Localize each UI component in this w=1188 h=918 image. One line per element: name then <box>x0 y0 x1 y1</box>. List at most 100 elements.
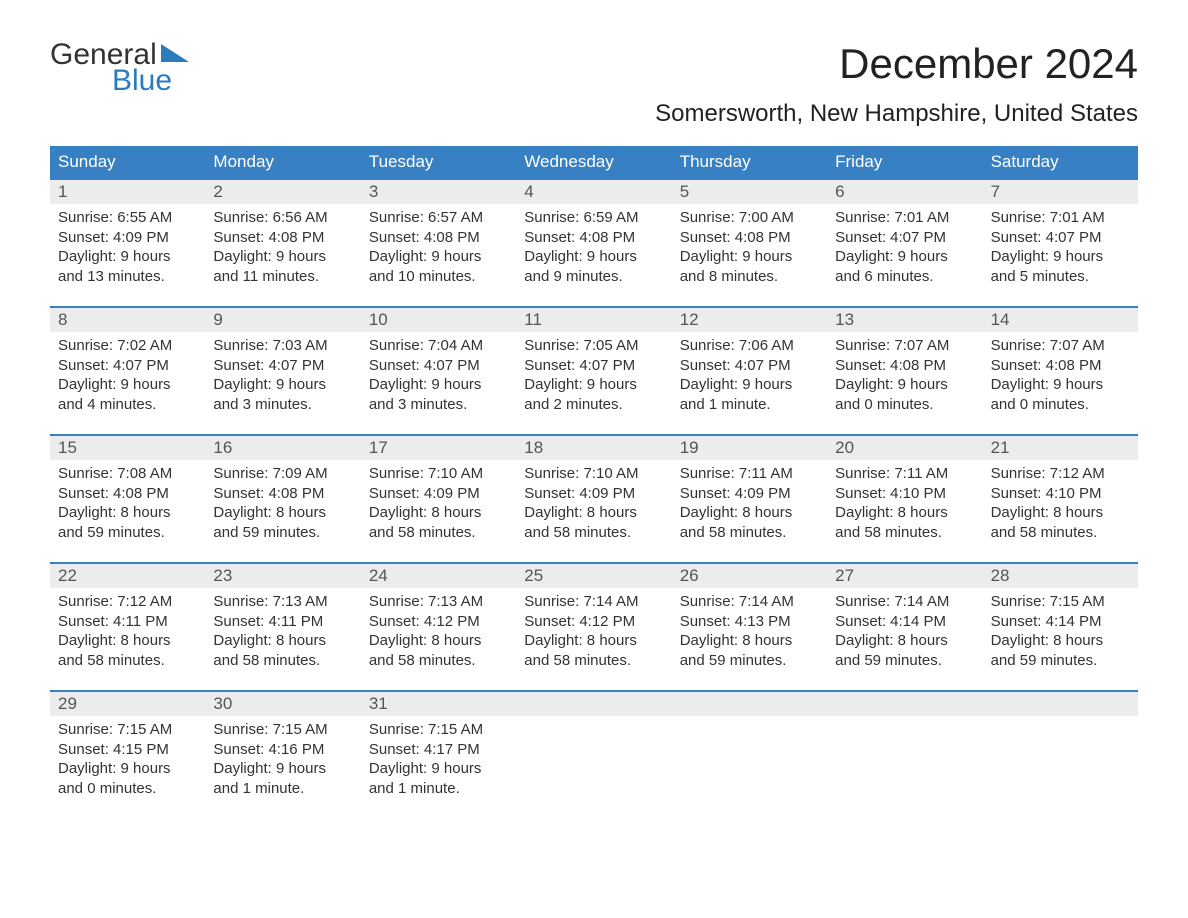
day-cell: 1Sunrise: 6:55 AMSunset: 4:09 PMDaylight… <box>50 180 205 306</box>
day-cell: 3Sunrise: 6:57 AMSunset: 4:08 PMDaylight… <box>361 180 516 306</box>
dl1-text: Daylight: 9 hours <box>58 247 197 267</box>
day-cell: 22Sunrise: 7:12 AMSunset: 4:11 PMDayligh… <box>50 564 205 690</box>
day-cell: 29Sunrise: 7:15 AMSunset: 4:15 PMDayligh… <box>50 692 205 818</box>
day-cell: 13Sunrise: 7:07 AMSunset: 4:08 PMDayligh… <box>827 308 982 434</box>
dl2-text: and 1 minute. <box>369 779 508 799</box>
day-details: Sunrise: 7:07 AMSunset: 4:08 PMDaylight:… <box>991 336 1130 414</box>
sunrise-text: Sunrise: 6:56 AM <box>213 208 352 228</box>
day-number: 23 <box>205 564 360 588</box>
sunrise-text: Sunrise: 7:15 AM <box>58 720 197 740</box>
day-number: 16 <box>205 436 360 460</box>
day-number: 17 <box>361 436 516 460</box>
week-row: 8Sunrise: 7:02 AMSunset: 4:07 PMDaylight… <box>50 306 1138 434</box>
dl1-text: Daylight: 9 hours <box>680 247 819 267</box>
dl2-text: and 2 minutes. <box>524 395 663 415</box>
dl2-text: and 3 minutes. <box>213 395 352 415</box>
sunrise-text: Sunrise: 7:15 AM <box>213 720 352 740</box>
sunset-text: Sunset: 4:08 PM <box>58 484 197 504</box>
sunrise-text: Sunrise: 7:07 AM <box>835 336 974 356</box>
day-details: Sunrise: 7:06 AMSunset: 4:07 PMDaylight:… <box>680 336 819 414</box>
dl1-text: Daylight: 8 hours <box>680 503 819 523</box>
sunrise-text: Sunrise: 7:13 AM <box>369 592 508 612</box>
dl1-text: Daylight: 8 hours <box>680 631 819 651</box>
sunset-text: Sunset: 4:07 PM <box>524 356 663 376</box>
sunset-text: Sunset: 4:14 PM <box>835 612 974 632</box>
day-number: 7 <box>983 180 1138 204</box>
day-cell: 11Sunrise: 7:05 AMSunset: 4:07 PMDayligh… <box>516 308 671 434</box>
dl1-text: Daylight: 9 hours <box>58 759 197 779</box>
day-details: Sunrise: 7:01 AMSunset: 4:07 PMDaylight:… <box>835 208 974 286</box>
dl1-text: Daylight: 9 hours <box>835 375 974 395</box>
sunset-text: Sunset: 4:13 PM <box>680 612 819 632</box>
day-cell: 2Sunrise: 6:56 AMSunset: 4:08 PMDaylight… <box>205 180 360 306</box>
sunrise-text: Sunrise: 7:11 AM <box>680 464 819 484</box>
sunrise-text: Sunrise: 7:10 AM <box>524 464 663 484</box>
day-details: Sunrise: 7:07 AMSunset: 4:08 PMDaylight:… <box>835 336 974 414</box>
week-row: 15Sunrise: 7:08 AMSunset: 4:08 PMDayligh… <box>50 434 1138 562</box>
day-details: Sunrise: 7:01 AMSunset: 4:07 PMDaylight:… <box>991 208 1130 286</box>
day-number: 24 <box>361 564 516 588</box>
sunrise-text: Sunrise: 6:55 AM <box>58 208 197 228</box>
sunrise-text: Sunrise: 7:07 AM <box>991 336 1130 356</box>
dow-cell: Tuesday <box>361 146 516 178</box>
dl1-text: Daylight: 8 hours <box>835 503 974 523</box>
day-details: Sunrise: 7:11 AMSunset: 4:09 PMDaylight:… <box>680 464 819 542</box>
day-cell: 23Sunrise: 7:13 AMSunset: 4:11 PMDayligh… <box>205 564 360 690</box>
sunrise-text: Sunrise: 7:01 AM <box>991 208 1130 228</box>
day-details: Sunrise: 7:00 AMSunset: 4:08 PMDaylight:… <box>680 208 819 286</box>
day-number: 6 <box>827 180 982 204</box>
day-details: Sunrise: 7:04 AMSunset: 4:07 PMDaylight:… <box>369 336 508 414</box>
dl2-text: and 5 minutes. <box>991 267 1130 287</box>
dl2-text: and 59 minutes. <box>835 651 974 671</box>
day-cell: 15Sunrise: 7:08 AMSunset: 4:08 PMDayligh… <box>50 436 205 562</box>
day-number: 9 <box>205 308 360 332</box>
dl2-text: and 58 minutes. <box>680 523 819 543</box>
day-cell: 25Sunrise: 7:14 AMSunset: 4:12 PMDayligh… <box>516 564 671 690</box>
day-details: Sunrise: 7:15 AMSunset: 4:14 PMDaylight:… <box>991 592 1130 670</box>
dow-cell: Saturday <box>983 146 1138 178</box>
sunset-text: Sunset: 4:12 PM <box>369 612 508 632</box>
title-block: December 2024 Somersworth, New Hampshire… <box>655 40 1138 138</box>
dl1-text: Daylight: 8 hours <box>58 503 197 523</box>
day-cell: 9 Sunrise: 7:03 AMSunset: 4:07 PMDaylight… <box>205 308 360 434</box>
dl1-text: Daylight: 9 hours <box>524 247 663 267</box>
sunrise-text: Sunrise: 7:06 AM <box>680 336 819 356</box>
location-subtitle: Somersworth, New Hampshire, United State… <box>655 100 1138 128</box>
day-details: Sunrise: 7:14 AMSunset: 4:12 PMDaylight:… <box>524 592 663 670</box>
dl2-text: and 59 minutes. <box>213 523 352 543</box>
day-details: Sunrise: 6:59 AMSunset: 4:08 PMDaylight:… <box>524 208 663 286</box>
dl2-text: and 59 minutes. <box>58 523 197 543</box>
dow-cell: Sunday <box>50 146 205 178</box>
dl1-text: Daylight: 8 hours <box>213 631 352 651</box>
day-cell: 14Sunrise: 7:07 AMSunset: 4:08 PMDayligh… <box>983 308 1138 434</box>
sunset-text: Sunset: 4:10 PM <box>835 484 974 504</box>
day-cell: 18Sunrise: 7:10 AMSunset: 4:09 PMDayligh… <box>516 436 671 562</box>
sunset-text: Sunset: 4:07 PM <box>835 228 974 248</box>
dl2-text: and 58 minutes. <box>835 523 974 543</box>
dl1-text: Daylight: 9 hours <box>369 759 508 779</box>
sunrise-text: Sunrise: 7:09 AM <box>213 464 352 484</box>
day-details: Sunrise: 7:03 AMSunset: 4:07 PMDaylight:… <box>213 336 352 414</box>
day-number <box>672 692 827 716</box>
day-number: 29 <box>50 692 205 716</box>
logo-text-bottom: Blue <box>112 66 189 96</box>
sunrise-text: Sunrise: 7:14 AM <box>835 592 974 612</box>
day-cell <box>672 692 827 818</box>
dl1-text: Daylight: 9 hours <box>369 375 508 395</box>
dl1-text: Daylight: 9 hours <box>369 247 508 267</box>
sunset-text: Sunset: 4:08 PM <box>213 484 352 504</box>
day-cell: 30Sunrise: 7:15 AMSunset: 4:16 PMDayligh… <box>205 692 360 818</box>
sunset-text: Sunset: 4:07 PM <box>213 356 352 376</box>
dow-cell: Thursday <box>672 146 827 178</box>
day-details: Sunrise: 7:15 AMSunset: 4:17 PMDaylight:… <box>369 720 508 798</box>
day-details: Sunrise: 7:12 AMSunset: 4:10 PMDaylight:… <box>991 464 1130 542</box>
dl1-text: Daylight: 8 hours <box>58 631 197 651</box>
day-number: 1 <box>50 180 205 204</box>
day-number: 15 <box>50 436 205 460</box>
dl2-text: and 9 minutes. <box>524 267 663 287</box>
dl2-text: and 59 minutes. <box>991 651 1130 671</box>
day-cell: 27Sunrise: 7:14 AMSunset: 4:14 PMDayligh… <box>827 564 982 690</box>
dl1-text: Daylight: 9 hours <box>991 247 1130 267</box>
sunrise-text: Sunrise: 7:02 AM <box>58 336 197 356</box>
day-number: 3 <box>361 180 516 204</box>
